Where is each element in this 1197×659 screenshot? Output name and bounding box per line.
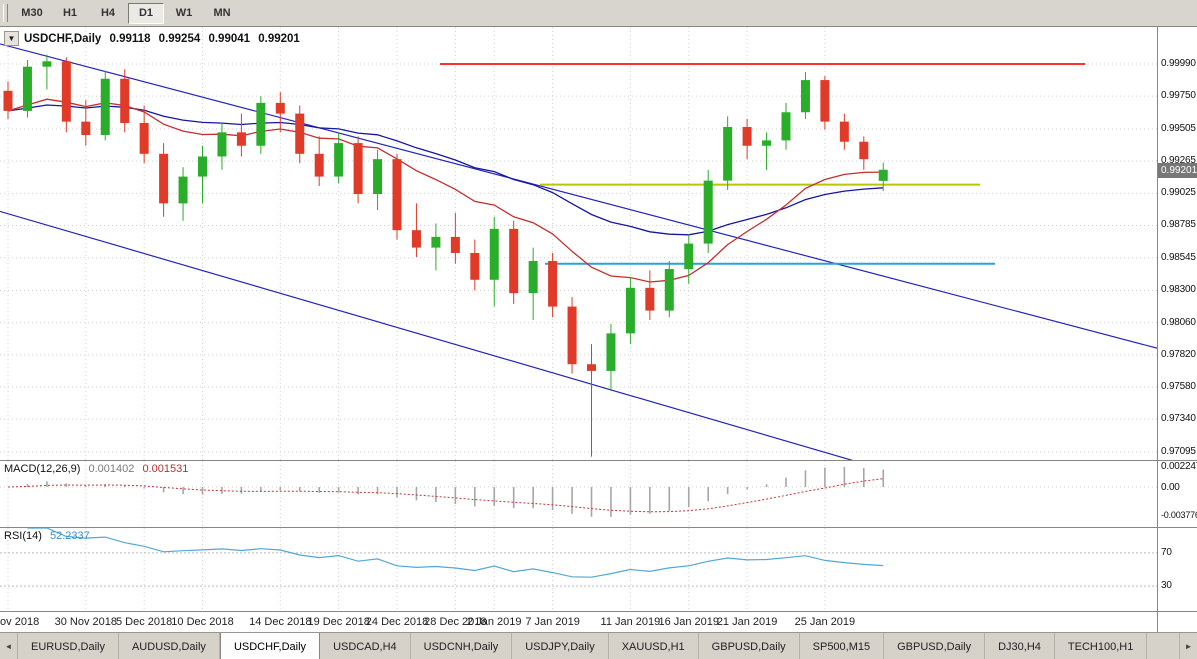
time-axis-label: 2 Jan 2019 — [467, 616, 522, 628]
chart-tab-tech100-h1[interactable]: TECH100,H1 — [1055, 633, 1148, 659]
time-axis-label: 28 Dec 2018 — [424, 616, 487, 628]
arrow-right-icon: ► — [1184, 642, 1193, 651]
chart-tab-usdcnh-daily[interactable]: USDCNH,Daily — [411, 633, 513, 659]
price-axis-label: 0.98300 — [1161, 284, 1196, 296]
price-axis-label: 0.97340 — [1161, 413, 1196, 425]
price-chart-canvas — [0, 27, 1157, 460]
time-axis-label: 19 Dec 2018 — [307, 616, 370, 628]
time-axis-label: 25 Jan 2019 — [794, 616, 856, 628]
price-axis-label: 0.99025 — [1161, 187, 1196, 199]
toolbar-drag-handle[interactable] — [3, 4, 8, 22]
macd-name: MACD(12,26,9) — [4, 463, 81, 475]
channel-lower-trendline[interactable] — [0, 210, 858, 460]
price-axis-label: 0.97820 — [1161, 348, 1196, 360]
panel-splitter-macd[interactable] — [0, 460, 1197, 461]
rsi-canvas — [0, 528, 1157, 611]
macd-signal-value: 0.001531 — [142, 463, 189, 475]
current-price-tag: 0.99201 — [1158, 162, 1197, 178]
timeframe-toolbar: M30 H1 H4 D1 W1 MN — [0, 0, 1197, 27]
time-axis-label: 14 Dec 2018 — [249, 616, 312, 628]
price-axis-label: 0.99265 — [1161, 155, 1196, 167]
rsi-axis-label: 70 — [1161, 546, 1172, 558]
chart-tabs: EURUSD,Daily AUDUSD,Daily USDCHF,Daily USDC… — [18, 633, 1148, 659]
macd-axis-label: 0.00 — [1161, 482, 1180, 493]
time-axis-label: 21 Jan 2019 — [716, 616, 778, 628]
price-axis-label: 0.99505 — [1161, 122, 1196, 134]
price-axis-label: 0.97095 — [1161, 445, 1196, 457]
chart-tab-usdcad-h4[interactable]: USDCAD,H4 — [320, 633, 411, 659]
price-axis-label: 0.98545 — [1161, 251, 1196, 263]
panel-splitter-rsi[interactable] — [0, 527, 1197, 528]
chart-tab-gbpusd-daily[interactable]: GBPUSD,Daily — [699, 633, 800, 659]
chart-tab-audusd-daily[interactable]: AUDUSD,Daily — [119, 633, 220, 659]
chart-tab-gbpusd-daily[interactable]: GBPUSD,Daily — [884, 633, 986, 659]
price-axis-label: 0.97580 — [1161, 380, 1196, 392]
time-axis-label: 30 Nov 2018 — [54, 616, 117, 628]
price-axis-label: 0.99990 — [1161, 58, 1196, 69]
chart-tab-usdjpy-daily[interactable]: USDJPY,Daily — [512, 633, 609, 659]
chart-tab-dj30-h4[interactable]: DJ30,H4 — [985, 633, 1055, 659]
rsi-value: 52.2337 — [49, 530, 90, 542]
timeframe-button-h4[interactable]: H4 — [100, 7, 116, 19]
arrow-left-icon: ◄ — [4, 642, 13, 651]
rsi-panel[interactable]: RSI(14) 52.2337 — [0, 528, 1157, 611]
chart-open-value: 0.99118 — [109, 32, 151, 45]
chart-tab-usdchf-daily[interactable]: USDCHF,Daily — [219, 633, 321, 659]
rsi-line — [27, 528, 884, 578]
candlestick-series — [3, 54, 888, 457]
time-axis-label: 26 Nov 2018 — [0, 616, 40, 628]
chart-close-value: 0.99201 — [258, 32, 300, 45]
timeframe-button-d1[interactable]: D1 — [128, 2, 164, 24]
chart-collapse-button[interactable]: ▼ — [4, 31, 19, 46]
tabs-scroll-left-button[interactable]: ◄ — [0, 633, 18, 659]
rsi-label: RSI(14) 52.2337 — [4, 530, 95, 542]
chart-symbol-label: USDCHF,Daily — [24, 32, 102, 45]
chart-region: ▼ USDCHF,Daily 0.99118 0.99254 0.99041 0… — [0, 27, 1197, 632]
chart-tabs-bar: ◄ EURUSD,Daily AUDUSD,Daily USDCHF,Daily US… — [0, 632, 1197, 659]
price-axis[interactable]: 0.99990 0.99750 0.99505 0.99265 0.99025 0.987… — [1157, 27, 1197, 632]
chart-tab-eurusd-daily[interactable]: EURUSD,Daily — [18, 633, 119, 659]
chart-tab-sp500-m15[interactable]: SP500,M15 — [800, 633, 885, 659]
time-axis-label: 16 Jan 2019 — [658, 616, 720, 628]
macd-signal-line — [7, 478, 884, 513]
time-axis-label: 10 Dec 2018 — [171, 616, 234, 628]
macd-axis-label: 0.002247 — [1161, 461, 1197, 472]
macd-main-value: 0.001402 — [88, 463, 135, 475]
macd-canvas — [0, 461, 1157, 527]
time-axis-separator — [0, 611, 1197, 612]
price-axis-label: 0.98785 — [1161, 219, 1196, 231]
macd-histogram — [26, 467, 885, 517]
chart-tab-xauusd-h1[interactable]: XAUUSD,H1 — [609, 633, 699, 659]
time-axis-label: 7 Jan 2019 — [525, 616, 580, 628]
price-chart-panel[interactable]: ▼ USDCHF,Daily 0.99118 0.99254 0.99041 0… — [0, 27, 1157, 460]
ma-fast-line — [7, 98, 884, 283]
time-axis-label: 24 Dec 2018 — [365, 616, 429, 628]
chart-high-value: 0.99254 — [158, 32, 201, 45]
macd-panel[interactable]: MACD(12,26,9) 0.001402 0.001531 — [0, 461, 1157, 527]
timeframe-button-w1[interactable]: W1 — [175, 7, 193, 19]
channel-upper-trendline[interactable] — [0, 43, 1157, 349]
timeframe-button-m30[interactable]: M30 — [21, 7, 43, 19]
tabs-scroll-right-button[interactable]: ► — [1179, 633, 1197, 659]
macd-axis-label: -0.003776 — [1161, 510, 1197, 520]
timeframe-button-mn[interactable]: MN — [213, 7, 231, 19]
rsi-name: RSI(14) — [4, 530, 42, 542]
price-axis-label: 0.98060 — [1161, 316, 1196, 328]
rsi-axis-label: 30 — [1161, 580, 1172, 592]
timeframe-button-h1[interactable]: H1 — [62, 7, 78, 19]
macd-label: MACD(12,26,9) 0.001402 0.001531 — [4, 463, 193, 475]
chart-low-value: 0.99041 — [208, 32, 251, 45]
ma-slow-line — [7, 104, 884, 236]
chart-title: ▼ USDCHF,Daily 0.99118 0.99254 0.99041 0… — [4, 31, 305, 46]
triangle-down-icon: ▼ — [7, 34, 16, 43]
chart-ohlc-readout: USDCHF,Daily 0.99118 0.99254 0.99041 0.9… — [24, 33, 305, 45]
timeframe-buttons-group: M30 H1 H4 D1 W1 MN — [13, 2, 241, 24]
time-axis-label: 5 Dec 2018 — [116, 616, 173, 628]
time-axis-label: 11 Jan 2019 — [600, 616, 661, 628]
price-axis-label: 0.99750 — [1161, 90, 1196, 102]
